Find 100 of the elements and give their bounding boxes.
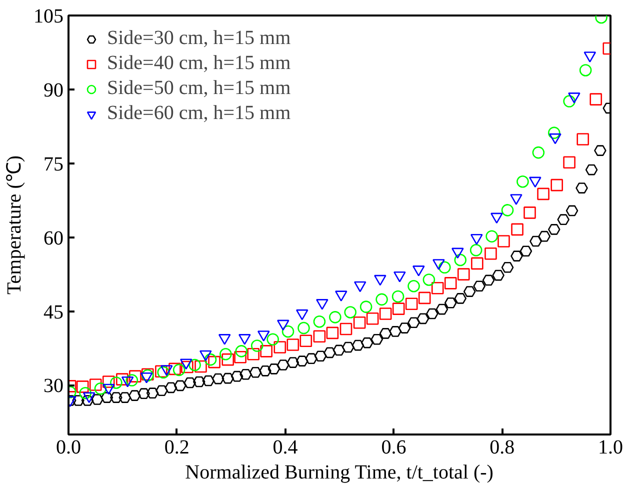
- point: [118, 392, 132, 403]
- y-tick-label: 75: [44, 153, 64, 176]
- point: [316, 299, 328, 310]
- point: [257, 330, 270, 342]
- point: [212, 373, 224, 384]
- point: [454, 254, 467, 266]
- point: [408, 280, 420, 292]
- point: [324, 347, 336, 358]
- point: [379, 308, 392, 320]
- y-tick-label: 30: [44, 375, 64, 398]
- point: [431, 282, 444, 294]
- point: [344, 306, 356, 318]
- point: [374, 274, 386, 286]
- point: [126, 374, 138, 386]
- x-tick-label: 0.4: [272, 436, 298, 458]
- legend-label: Side=40 cm, h=15 mm: [107, 52, 291, 75]
- point: [389, 326, 402, 337]
- point: [199, 350, 212, 362]
- point: [110, 376, 122, 389]
- point: [89, 378, 102, 391]
- point: [532, 146, 545, 159]
- point: [129, 370, 142, 382]
- y-tick-label: 45: [44, 301, 64, 324]
- point: [329, 311, 342, 324]
- point: [584, 52, 596, 62]
- point: [473, 280, 486, 292]
- point: [470, 234, 483, 245]
- point: [102, 384, 115, 395]
- point: [110, 392, 122, 403]
- point: [340, 322, 352, 336]
- point: [360, 300, 372, 313]
- point: [392, 290, 404, 303]
- point: [286, 357, 300, 368]
- point: [585, 164, 598, 176]
- point: [498, 235, 510, 248]
- point: [76, 380, 89, 393]
- point: [268, 364, 280, 374]
- point: [220, 348, 232, 360]
- point: [91, 394, 104, 405]
- point: [444, 277, 457, 290]
- point: [276, 320, 290, 331]
- point: [100, 392, 114, 403]
- point: [457, 268, 470, 280]
- point: [432, 259, 445, 270]
- point: [426, 308, 438, 320]
- point: [314, 350, 327, 362]
- point: [81, 395, 94, 406]
- point: [563, 95, 576, 108]
- point: [342, 342, 354, 353]
- point: [194, 360, 207, 373]
- x-tick-label: 1.0: [598, 436, 623, 458]
- point: [234, 350, 246, 364]
- point: [102, 376, 115, 388]
- point: [164, 382, 178, 394]
- point: [422, 274, 436, 286]
- point: [366, 312, 379, 325]
- point: [549, 133, 562, 144]
- x-tick-label: 0.6: [381, 436, 406, 458]
- legend-label: Side=60 cm, h=15 mm: [107, 102, 291, 125]
- point: [590, 93, 602, 106]
- point: [471, 257, 484, 270]
- point: [121, 376, 134, 388]
- point: [529, 176, 542, 188]
- x-axis-title: Normalized Burning Time, t/t_total (-): [185, 462, 494, 484]
- point: [313, 315, 326, 328]
- point: [72, 395, 84, 406]
- point: [238, 334, 251, 345]
- point: [501, 262, 514, 273]
- point: [524, 206, 536, 219]
- point: [452, 248, 464, 259]
- y-tick-label: 90: [44, 79, 64, 102]
- point: [516, 175, 529, 188]
- point: [116, 373, 128, 386]
- point: [172, 364, 186, 376]
- point: [296, 309, 308, 320]
- point: [557, 214, 570, 225]
- point: [530, 236, 542, 247]
- point: [352, 340, 364, 351]
- point: [594, 145, 606, 156]
- point: [286, 338, 300, 351]
- point: [511, 223, 524, 236]
- point: [266, 333, 279, 346]
- point: [376, 293, 388, 306]
- point: [146, 388, 159, 399]
- point: [260, 345, 272, 358]
- point: [566, 205, 578, 216]
- point: [563, 156, 576, 169]
- point: [438, 261, 451, 274]
- point: [276, 360, 290, 370]
- point: [274, 341, 286, 354]
- x-tick-label: 0.0: [56, 436, 81, 458]
- point: [436, 304, 448, 315]
- point: [222, 372, 234, 384]
- point: [408, 317, 420, 328]
- point: [326, 326, 339, 340]
- point: [579, 64, 592, 76]
- point: [510, 250, 523, 262]
- point: [398, 322, 411, 334]
- point: [174, 380, 186, 392]
- point: [418, 292, 431, 304]
